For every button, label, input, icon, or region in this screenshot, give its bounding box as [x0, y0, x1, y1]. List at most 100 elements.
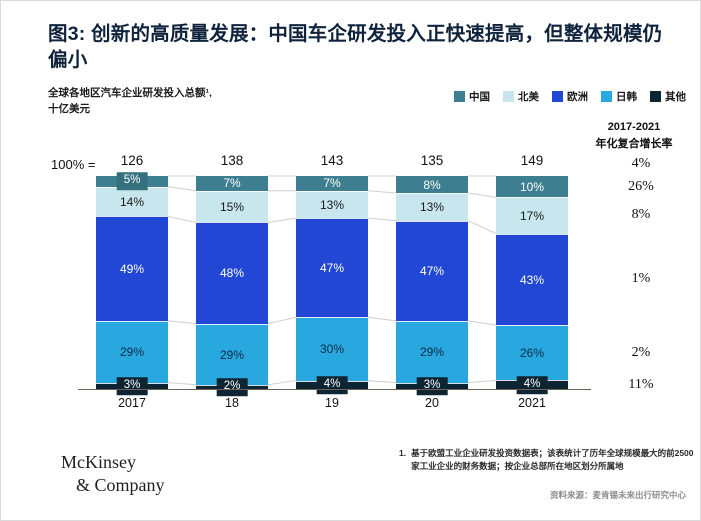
legend-item: 中国	[454, 89, 490, 104]
legend-item: 日韩	[601, 89, 637, 104]
bar-total-value: 149	[520, 153, 544, 168]
footnote: 1. 基于欧盟工业企业研发投资数据表；该表统计了历年全球规模最大的前2500家工…	[399, 447, 695, 473]
source-line: 资料来源：麦肯锡未来出行研究中心	[549, 490, 686, 500]
bar-segment-china: 5%	[96, 172, 168, 191]
bar-segment-europe: 49%	[96, 216, 168, 321]
connector-line	[467, 220, 497, 234]
bar-stack: 5% 14% 49% 29% 3%	[96, 172, 168, 396]
connector-line	[267, 217, 297, 223]
connector-line	[167, 320, 197, 325]
bar-segment-europe: 47%	[296, 218, 368, 318]
logo-line1: McKinsey	[61, 452, 136, 472]
x-axis-line	[78, 389, 591, 390]
bar-segment-other: 4%	[496, 376, 568, 394]
cagr-value: 26%	[628, 178, 654, 194]
legend-item: 欧洲	[552, 89, 588, 104]
cagr-value: 4%	[631, 156, 651, 171]
cagr-value: 8%	[631, 207, 651, 223]
cagr-header: 2017-2021 年化复合增长率	[573, 119, 695, 152]
connector-line	[467, 379, 497, 384]
bar-segment-japan-korea: 29%	[396, 320, 468, 383]
legend-swatch-icon	[503, 91, 514, 102]
connector-line	[367, 217, 397, 222]
bar-stack: 7% 15% 48% 29% 2%	[196, 176, 268, 397]
bar-stack: 8% 13% 47% 29% 3%	[396, 176, 468, 396]
connector-line	[367, 380, 397, 384]
segment-value-chip: 4%	[316, 376, 348, 394]
legend-label: 欧洲	[567, 91, 588, 103]
x-axis-label: 20	[425, 396, 439, 410]
bar-segment-china: 7%	[296, 176, 368, 191]
bar-segment-china: 8%	[396, 176, 468, 194]
legend-item: 北美	[503, 89, 539, 104]
bar-stack: 7% 13% 47% 30% 4%	[296, 176, 368, 394]
bar-total-value: 138	[220, 153, 244, 168]
bar-segment-other: 3%	[396, 377, 468, 396]
legend-swatch-icon	[601, 91, 612, 102]
bar-stack: 10% 17% 43% 26% 4%	[496, 176, 568, 394]
bar-segment-north-america: 15%	[196, 190, 268, 223]
connector-line	[467, 192, 497, 198]
connector-line	[467, 320, 497, 326]
chart-subtitle-line1: 全球各地区汽车企业研发投入总额¹,	[48, 87, 212, 99]
legend-swatch-icon	[552, 91, 563, 102]
cagr-header-line1: 2017-2021	[607, 121, 661, 133]
bar-segment-japan-korea: 29%	[96, 320, 168, 383]
bar-segment-north-america: 14%	[96, 186, 168, 217]
segment-value-chip: 2%	[216, 378, 248, 397]
legend-label: 其他	[665, 91, 686, 103]
legend-label: 北美	[518, 91, 539, 103]
bar-segment-china: 7%	[196, 176, 268, 191]
bar-total-value: 143	[320, 153, 344, 168]
cagr-value: 2%	[631, 344, 651, 360]
plot-area: 100% = 4% 26% 8% 1% 2% 11% 126 5% 14% 49% 29% 3% 20…	[49, 151, 694, 426]
legend-item: 其他	[650, 89, 686, 104]
bar-segment-china: 10%	[496, 176, 568, 198]
bar-total-value: 135	[420, 153, 444, 168]
connector-line	[167, 186, 197, 192]
bar-segment-north-america: 13%	[396, 193, 468, 221]
chart-legend: 中国 北美 欧洲 日韩 其他	[454, 89, 686, 104]
footnote-index: 1.	[399, 448, 407, 458]
bar-segment-japan-korea: 30%	[296, 317, 368, 381]
mckinsey-logo: McKinsey & Company	[61, 451, 165, 496]
cagr-column: 4% 26% 8% 1% 2% 11%	[601, 156, 681, 392]
legend-swatch-icon	[454, 91, 465, 102]
x-axis-label: 2017	[118, 396, 146, 410]
chart-subtitle-line2: 十亿美元	[48, 102, 90, 115]
hundred-percent-label: 100% =	[51, 157, 96, 172]
chart-subtitle: 全球各地区汽车企业研发投入总额¹, 十亿美元	[48, 86, 212, 118]
footnote-text: 基于欧盟工业企业研发投资数据表；该表统计了历年全球规模最大的前2500家工业企业…	[411, 448, 694, 472]
connector-line	[267, 316, 297, 325]
bar-segment-other: 4%	[296, 376, 368, 394]
legend-swatch-icon	[650, 91, 661, 102]
connector-line	[367, 316, 397, 322]
segment-value-chip: 3%	[116, 377, 148, 396]
connector-line	[267, 380, 297, 386]
bar-segment-europe: 48%	[196, 222, 268, 324]
bar-segment-europe: 43%	[496, 233, 568, 326]
connector-line	[367, 190, 397, 194]
bar-segment-other: 3%	[96, 377, 168, 396]
x-axis-label: 2021	[518, 396, 546, 410]
bar-total-value: 126	[120, 153, 144, 168]
segment-value-chip: 5%	[116, 172, 148, 191]
page-title: 图3: 创新的高质量发展：中国车企研发投入正快速提高，但整体规模仍偏小	[48, 23, 663, 71]
x-axis-label: 19	[325, 396, 339, 410]
x-axis-label: 18	[225, 396, 239, 410]
bar-segment-japan-korea: 26%	[496, 325, 568, 381]
segment-value-chip: 4%	[516, 376, 548, 394]
cagr-value: 1%	[631, 271, 651, 287]
connector-line	[167, 382, 197, 386]
cagr-value: 11%	[628, 376, 654, 392]
cagr-header-line2: 年化复合增长率	[595, 137, 673, 150]
segment-value-chip: 3%	[416, 377, 448, 396]
bar-segment-europe: 47%	[396, 220, 468, 321]
bar-segment-north-america: 17%	[496, 197, 568, 234]
legend-label: 日韩	[616, 91, 637, 103]
logo-line2: & Company	[76, 474, 165, 495]
bar-segment-japan-korea: 29%	[196, 323, 268, 385]
connector-line	[167, 215, 197, 223]
legend-label: 中国	[469, 91, 490, 103]
